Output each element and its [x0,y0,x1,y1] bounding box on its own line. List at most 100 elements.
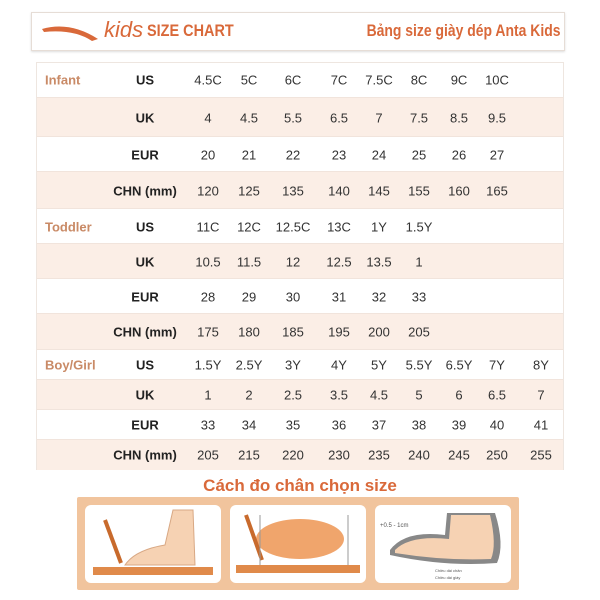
table-row: CHN (mm) 120 125 135 140 145 155 160 165 [37,171,563,209]
size-system-label: UK [135,254,155,269]
size-value: 20 [200,147,216,162]
size-value: 6C [284,72,302,88]
size-value: 155 [408,183,430,198]
size-value: 7Y [489,357,505,373]
size-value: 185 [282,324,304,340]
size-value: 38 [411,417,427,433]
size-value: 2.5 [283,387,303,403]
size-value: 33 [200,417,216,433]
size-value: 10.5 [195,254,221,269]
size-value: 37 [371,417,387,433]
table-row: EUR 33 34 35 36 37 38 39 40 41 [37,409,563,440]
size-value: 13C [327,219,351,234]
size-value: 7C [330,72,348,88]
foot-in-shoe-icon: +0.5 - 1cm Chiều dài chân Chiều dài giày [380,513,501,580]
size-value: 1 [204,387,212,403]
size-value: 195 [328,324,350,340]
size-value: 255 [530,447,552,463]
panel-shoe-fit: +0.5 - 1cm Chiều dài chân Chiều dài giày [375,505,511,583]
table-row: UK 4 4.5 5.5 6.5 7 7.5 8.5 9.5 [37,97,563,137]
size-value: 165 [486,183,508,198]
table-row: UK 1 2 2.5 3.5 4.5 5 6 6.5 7 [37,379,563,410]
size-value: 145 [368,183,390,198]
size-system-label: US [135,219,155,234]
size-value: 4.5 [239,110,259,125]
size-value: 10C [485,72,509,88]
size-value: 235 [368,447,390,463]
size-value: 205 [408,324,430,340]
foot-sole-pencil-icon [236,514,360,573]
size-system-label: EUR [131,417,159,433]
size-value: 1Y [371,219,387,234]
size-value: 41 [533,417,549,433]
size-value: 8Y [533,357,549,373]
size-value: 25 [411,147,427,162]
size-value: 180 [238,324,260,340]
foot-side-pencil-icon [93,509,213,575]
size-value: 22 [285,147,301,162]
chart-title: SIZE CHART [147,21,234,40]
size-value: 12.5C [275,219,311,234]
size-value: 3Y [285,357,301,373]
size-value: 13.5 [366,254,392,269]
size-value: 175 [197,324,219,340]
size-value: 7 [537,387,545,403]
size-value: 11C [196,219,220,234]
size-value: 1.5Y [405,219,433,234]
table-row: CHN (mm) 175 180 185 195 200 205 [37,313,563,350]
size-value: 27 [489,147,505,162]
size-chart-header: kids SIZE CHART Bảng size giày dép Anta … [31,12,565,51]
size-value: 8.5 [449,110,469,125]
size-value: 12.5 [326,254,352,269]
margin-label: +0.5 - 1cm [380,523,409,529]
size-value: 205 [197,447,219,463]
size-value: 7.5C [365,72,393,88]
size-value: 26 [451,147,467,162]
size-value: 4.5C [194,72,222,88]
panel-trace-foot [85,505,221,583]
size-value: 8C [410,72,428,88]
size-system-label: CHN (mm) [113,324,177,340]
size-value: 220 [282,447,304,463]
chart-subtitle: Bảng size giày dép Anta Kids [366,21,560,40]
size-value: 215 [238,447,260,463]
size-value: 28 [200,289,216,304]
size-value: 250 [486,447,508,463]
size-value: 5Y [371,357,387,373]
brand-kids: kids [104,17,144,42]
size-value: 3.5 [329,387,349,403]
size-value: 140 [328,183,350,198]
size-value: 6.5Y [445,357,473,373]
size-value: 135 [282,183,304,198]
size-value: 200 [368,324,390,340]
size-system-label: UK [135,387,155,403]
size-value: 2 [245,387,253,403]
size-value: 6.5 [487,387,507,403]
size-system-label: US [135,72,155,88]
shoe-length-label: Chiều dài giày [435,575,460,580]
table-row: EUR 28 29 30 31 32 33 [37,278,563,314]
size-system-label: CHN (mm) [113,447,177,463]
size-value: 230 [328,447,350,463]
size-value: 39 [451,417,467,433]
panel-foot-sole [230,505,366,583]
size-value: 11.5 [236,254,262,269]
size-value: 35 [285,417,301,433]
size-value: 245 [448,447,470,463]
size-value: 12 [285,254,301,269]
size-value: 4.5 [369,387,389,403]
size-value: 31 [331,289,347,304]
measuring-illustration: +0.5 - 1cm Chiều dài chân Chiều dài giày [77,497,519,590]
group-label: Infant [45,72,81,88]
group-label: Toddler [45,219,92,234]
table-row: CHN (mm) 205 215 220 230 235 240 245 250 255 [37,439,563,470]
size-value: 9.5 [487,110,507,125]
table-row: Infant US 4.5C 5C 6C 7C 7.5C 8C 9C 10C [37,63,563,97]
size-value: 23 [331,147,347,162]
anta-logo-icon [42,26,98,41]
size-value: 24 [371,147,387,162]
size-system-label: EUR [131,289,159,304]
size-value: 6.5 [329,110,349,125]
table-row: EUR 20 21 22 23 24 25 26 27 [37,136,563,172]
size-value: 12C [237,219,261,234]
